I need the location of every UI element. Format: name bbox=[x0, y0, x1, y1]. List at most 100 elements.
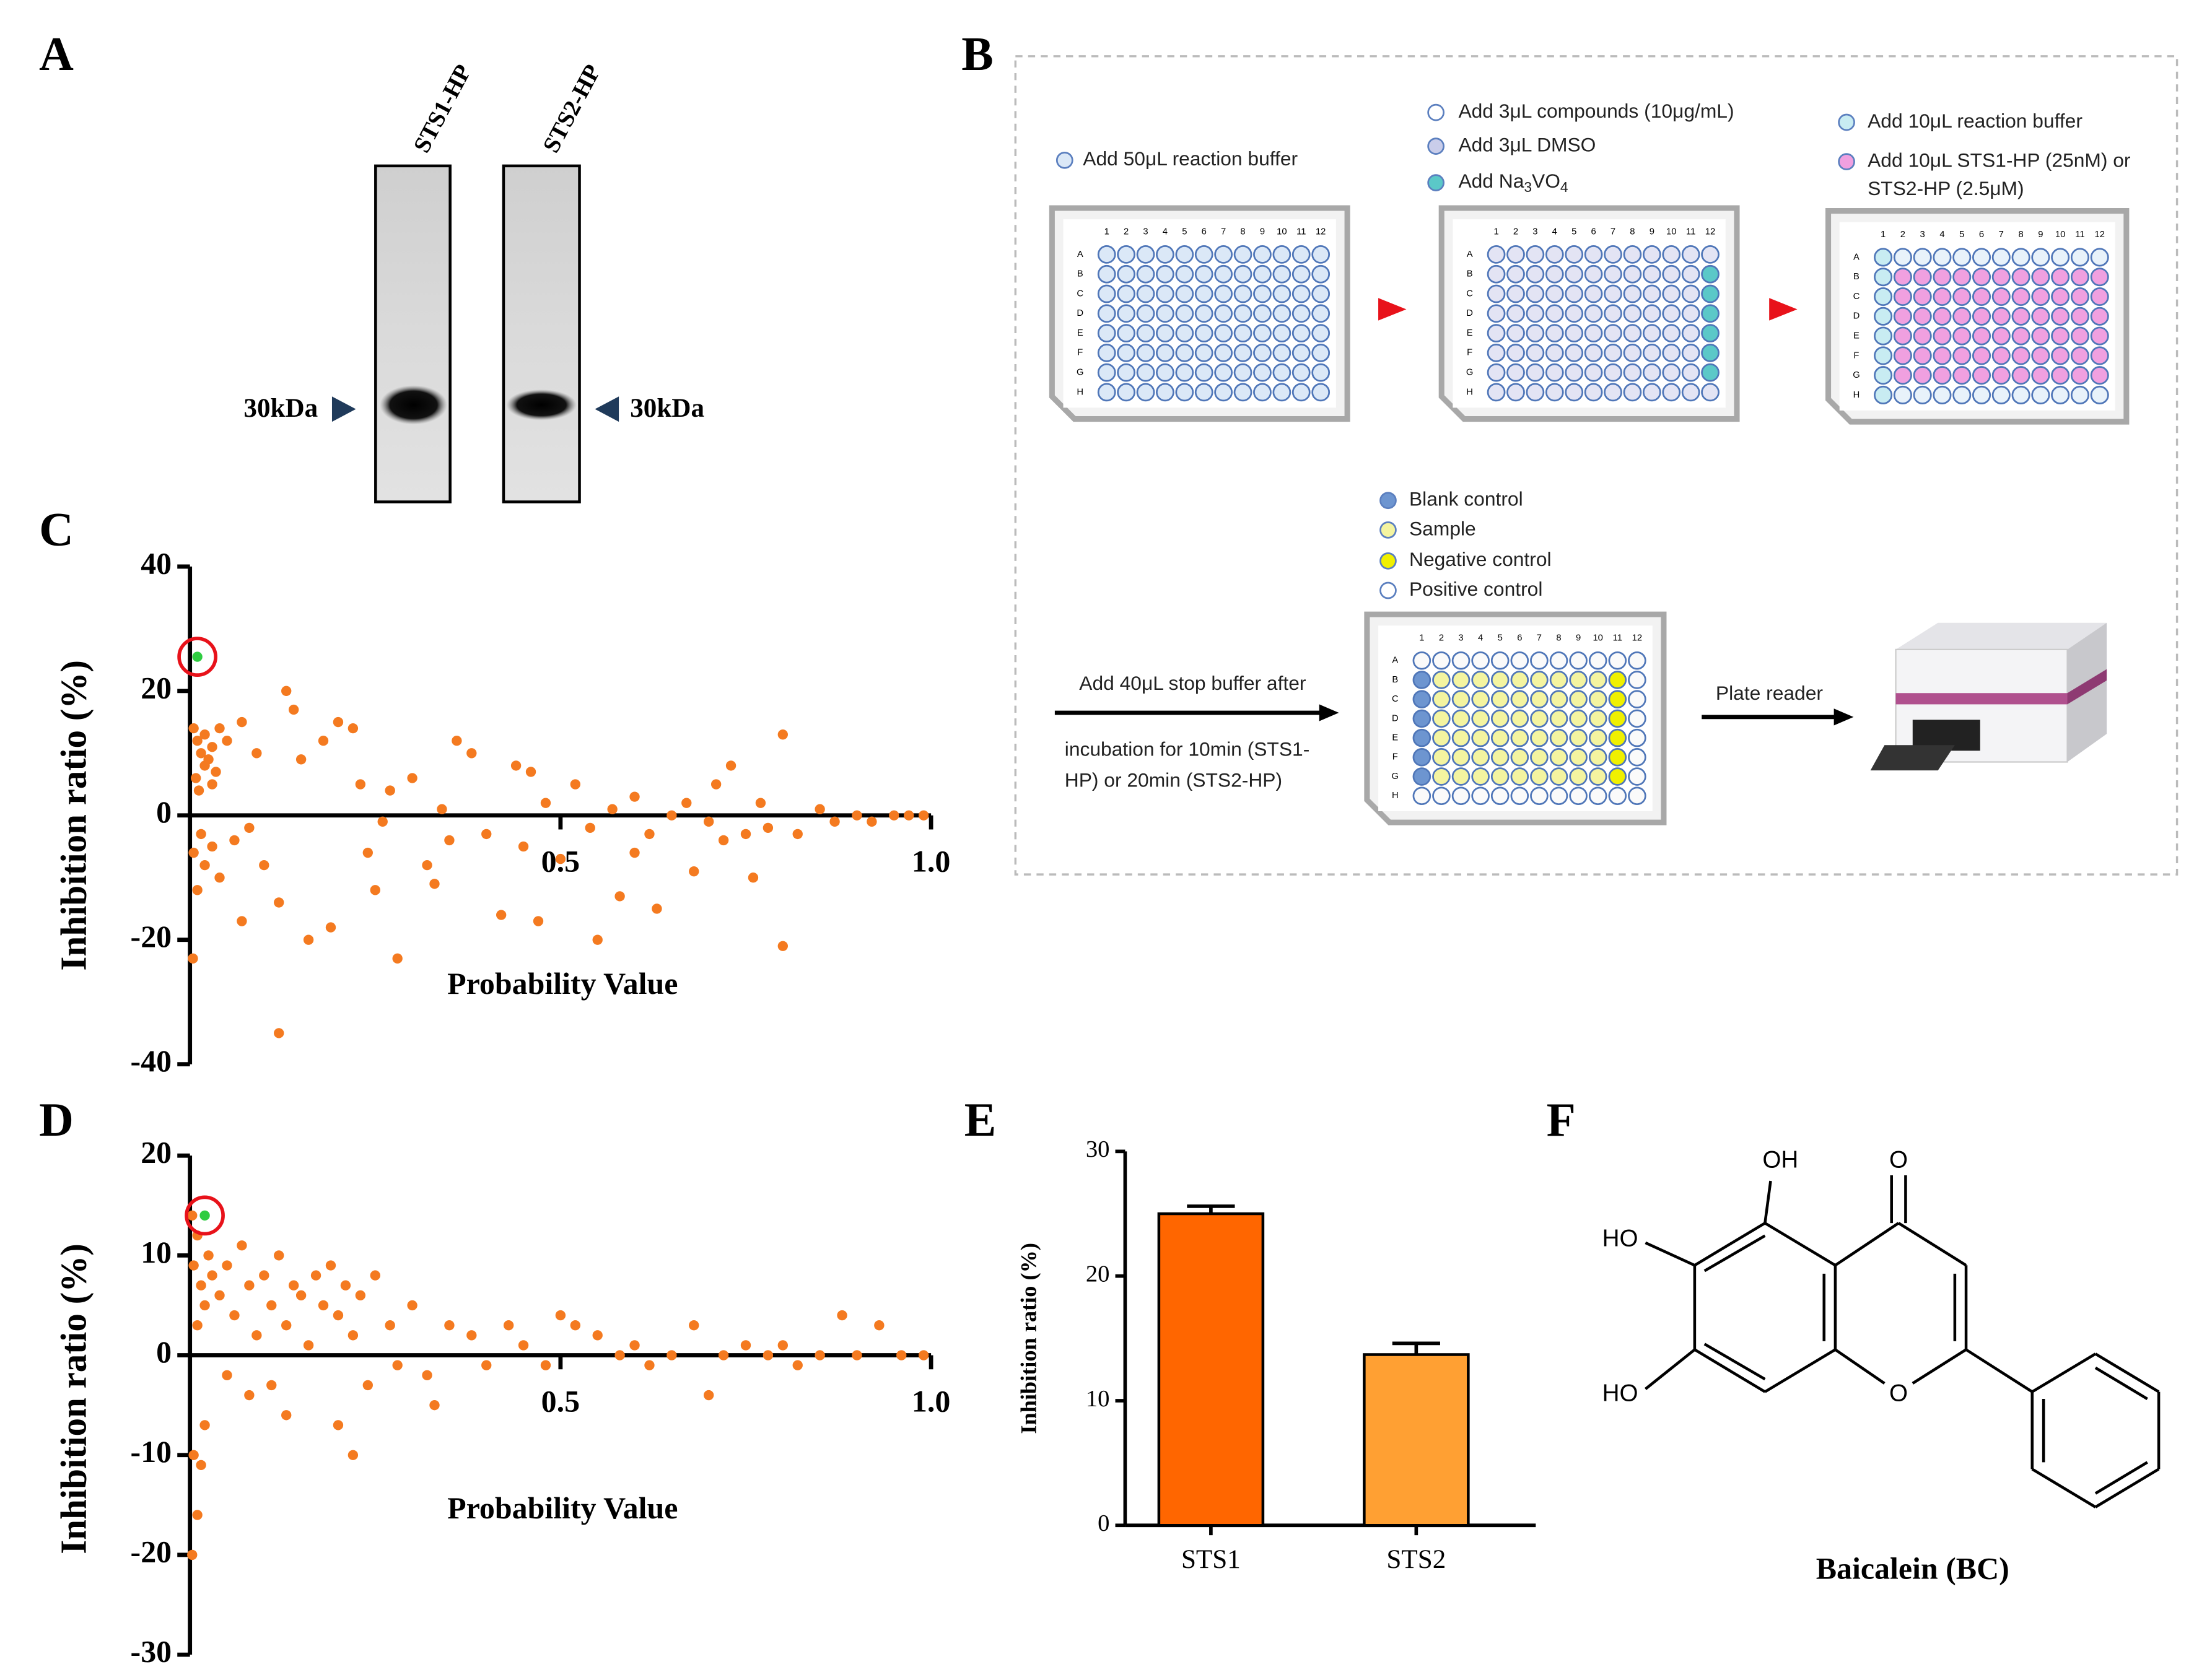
panel-label: C bbox=[39, 502, 74, 555]
lane-label: STS2-HP bbox=[538, 61, 606, 157]
well bbox=[1291, 304, 1311, 323]
well bbox=[1506, 324, 1525, 342]
well bbox=[1628, 748, 1646, 767]
well bbox=[1506, 284, 1525, 303]
point bbox=[266, 1380, 277, 1391]
point bbox=[852, 1350, 862, 1360]
well bbox=[1628, 651, 1646, 670]
well bbox=[1681, 324, 1700, 342]
point bbox=[629, 1340, 640, 1351]
well bbox=[1569, 671, 1588, 689]
point bbox=[362, 1380, 373, 1391]
well bbox=[1893, 307, 1912, 326]
well bbox=[1701, 383, 1720, 402]
well bbox=[1156, 383, 1174, 402]
well bbox=[1893, 346, 1912, 365]
y-tick-label: -30 bbox=[131, 1634, 172, 1669]
point bbox=[187, 1210, 198, 1221]
well bbox=[1490, 690, 1510, 708]
well bbox=[1487, 284, 1506, 303]
well bbox=[1432, 651, 1451, 670]
plate-col: 12 bbox=[1705, 227, 1715, 237]
well bbox=[2011, 307, 2030, 326]
well bbox=[1588, 786, 1607, 806]
well bbox=[1701, 343, 1720, 362]
well bbox=[1471, 767, 1490, 786]
well bbox=[1136, 284, 1155, 303]
plate-col: 12 bbox=[1632, 633, 1642, 643]
well bbox=[1549, 651, 1568, 670]
well bbox=[1913, 307, 1932, 326]
point bbox=[725, 760, 736, 771]
well bbox=[1272, 245, 1291, 264]
well bbox=[1549, 671, 1568, 689]
panel-label: B bbox=[961, 27, 993, 81]
well bbox=[1311, 363, 1331, 382]
well bbox=[1530, 728, 1549, 747]
size-marker: 30kDa bbox=[243, 394, 318, 423]
well bbox=[2051, 307, 2070, 326]
well bbox=[1233, 343, 1252, 362]
point bbox=[703, 1390, 714, 1401]
well bbox=[2090, 268, 2109, 287]
well bbox=[1412, 786, 1431, 806]
plate-row: E bbox=[1077, 328, 1083, 338]
well bbox=[1972, 385, 1991, 404]
well bbox=[1662, 304, 1681, 323]
bond bbox=[1965, 1348, 2033, 1393]
bond bbox=[1703, 1343, 1766, 1381]
bond bbox=[1764, 1180, 1772, 1224]
well bbox=[1156, 343, 1174, 362]
arrow-head bbox=[1319, 704, 1339, 721]
plate-row: G bbox=[1077, 368, 1083, 378]
well bbox=[1642, 343, 1661, 362]
well bbox=[1175, 304, 1194, 323]
well bbox=[1451, 748, 1471, 767]
point bbox=[867, 816, 877, 827]
well bbox=[1233, 304, 1252, 323]
well bbox=[1510, 728, 1529, 747]
well bbox=[1117, 245, 1135, 264]
point bbox=[755, 798, 766, 808]
well bbox=[2070, 346, 2089, 365]
well bbox=[1097, 284, 1116, 303]
well bbox=[1136, 324, 1155, 342]
well bbox=[1272, 324, 1291, 342]
atom-label: O bbox=[1889, 1146, 1908, 1173]
plate-row: C bbox=[1077, 289, 1083, 298]
y-tick-label: 20 bbox=[141, 670, 172, 705]
point bbox=[310, 1270, 321, 1281]
point bbox=[667, 1350, 677, 1360]
well bbox=[1604, 304, 1622, 323]
well bbox=[1569, 651, 1588, 670]
legend-dot bbox=[1838, 113, 1855, 131]
well bbox=[2070, 248, 2089, 267]
y-tick-label: -10 bbox=[131, 1434, 172, 1469]
well bbox=[1272, 304, 1291, 323]
well bbox=[1952, 366, 1972, 385]
plate-col: 9 bbox=[1650, 227, 1654, 237]
well bbox=[1952, 385, 1972, 404]
well bbox=[1510, 671, 1529, 689]
well bbox=[1311, 284, 1331, 303]
legend-dot bbox=[1055, 151, 1073, 169]
step-text: Plate reader bbox=[1716, 682, 1823, 704]
well bbox=[1874, 307, 1893, 326]
point bbox=[222, 736, 232, 746]
point bbox=[303, 934, 314, 945]
plate-col: 2 bbox=[1124, 227, 1129, 237]
point bbox=[614, 1350, 625, 1360]
plate-row: B bbox=[1853, 272, 1860, 282]
legend-text: Positive control bbox=[1409, 578, 1542, 600]
point bbox=[259, 860, 269, 871]
step-arrow bbox=[1769, 298, 1798, 321]
point bbox=[407, 1300, 417, 1311]
well bbox=[1972, 248, 1991, 267]
point bbox=[607, 804, 618, 814]
well bbox=[1432, 748, 1451, 767]
well bbox=[1510, 709, 1529, 728]
point bbox=[370, 1270, 380, 1281]
well bbox=[1569, 786, 1588, 806]
bond bbox=[1703, 1234, 1766, 1273]
legend-dot bbox=[1427, 137, 1444, 155]
